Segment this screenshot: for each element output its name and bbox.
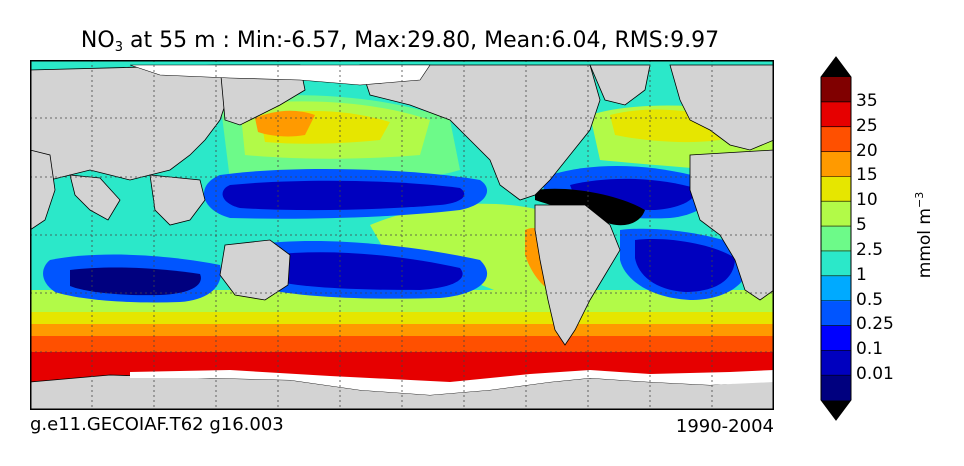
chart-title: NO3 at 55 m : Min:-6.57, Max:29.80, Mean… [0, 28, 800, 55]
land-australia [219, 239, 291, 301]
colorbar-swatch [821, 77, 851, 103]
north-pacific-gyre-core [222, 180, 465, 211]
land-europe [669, 64, 774, 151]
land-north-america [359, 64, 601, 201]
colorbar-tick-label: 20 [856, 140, 878, 161]
north-pacific-orange [255, 110, 315, 137]
case-name-label: g.e11.GECOIAF.T62 g16.003 [30, 414, 284, 435]
arctic-ice [129, 64, 431, 86]
caribbean-min [535, 188, 645, 226]
colorbar-swatch [821, 300, 851, 326]
land-india [69, 174, 121, 221]
colorbar-tick-label: 1 [856, 264, 867, 285]
colorbar-swatch [821, 176, 851, 202]
graticule [30, 60, 774, 410]
south-pacific-gyre-core [259, 252, 463, 290]
south-atlantic-gyre-core [635, 239, 735, 292]
colorbar-tick-label: 5 [856, 215, 867, 236]
colorbar-swatch [821, 250, 851, 277]
antarctic-ice [130, 370, 774, 395]
colorbar [820, 56, 852, 421]
colorbar-tick-label: 35 [856, 90, 878, 111]
land-greenland [589, 64, 651, 106]
years-label: 1990-2004 [675, 416, 774, 437]
colorbar-swatch [821, 325, 851, 351]
colorbar-tick-label: 2.5 [856, 239, 884, 260]
title-variable-subscript: 3 [114, 40, 123, 55]
colorbar-swatch [821, 126, 851, 153]
unit-main: mmol m [914, 208, 935, 279]
colorbar-swatch [821, 275, 851, 302]
colorbar-swatch [821, 201, 851, 227]
colorbar-tick-label: 15 [856, 165, 878, 186]
colorbar-swatch [821, 375, 851, 401]
colorbar-swatch [821, 101, 851, 128]
colorbar-tick-label: 0.5 [856, 289, 884, 310]
colorbar-under-triangle [821, 400, 851, 420]
colorbar-swatch [821, 226, 851, 252]
land-southeast-asia [149, 174, 206, 226]
land-africa-east [30, 149, 56, 231]
land-africa [689, 149, 774, 301]
southern-ocean-band-2 [30, 312, 774, 326]
unit-superscript: −3 [913, 191, 927, 208]
colorbar-tick-label: 10 [856, 190, 878, 211]
colorbar-swatch [821, 151, 851, 177]
colorbar-swatch [821, 350, 851, 376]
colorbar-over-triangle [821, 57, 851, 77]
title-variable: NO [80, 28, 115, 53]
land-south-america [534, 204, 621, 346]
colorbar-tick-label: 0.01 [856, 364, 894, 385]
colorbar-tick-label: 0.1 [856, 339, 884, 360]
map-border [30, 60, 774, 410]
colorbar-unit-label: mmol m−3 [913, 192, 935, 278]
world-map [30, 60, 774, 410]
colorbar-tick-label: 0.25 [856, 314, 894, 335]
colorbar-tick-label: 25 [856, 115, 878, 136]
indian-ocean-gyre-core [70, 267, 201, 296]
title-stats: at 55 m : Min:-6.57, Max:29.80, Mean:6.0… [122, 28, 720, 53]
colorbar-outline [820, 56, 852, 421]
